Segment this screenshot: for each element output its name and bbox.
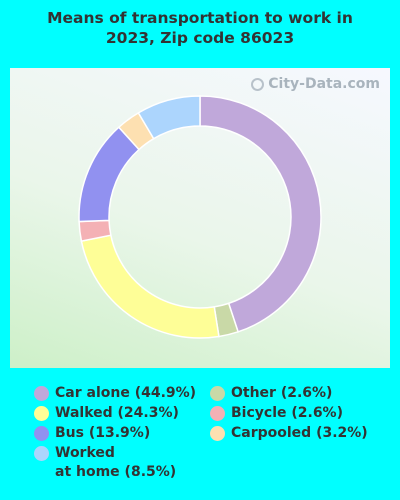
legend-item-carpooled: Carpooled (3.2%) (210, 424, 368, 443)
legend-item-car-alone: Car alone (44.9%) (34, 384, 196, 403)
donut-slice-car-alone (199, 95, 322, 333)
legend-label-bicycle: Bicycle (2.6%) (231, 405, 343, 421)
legend: Car alone (44.9%) Walked (24.3%) Bus (13… (0, 384, 400, 494)
legend-label-worked-at-home: Worked at home (8.5%) (55, 444, 176, 482)
legend-item-walked: Walked (24.3%) (34, 404, 179, 423)
chart-title-line-2: 2023, Zip code 86023 (105, 29, 295, 47)
chart-title: Means of transportation to work in 2023,… (0, 8, 400, 48)
donut-slice-worked-at-home (137, 95, 201, 140)
watermark: City-Data.com (251, 76, 380, 92)
magnifier-icon (251, 77, 265, 91)
legend-label-walked: Walked (24.3%) (55, 405, 179, 421)
legend-swatch-bus (34, 426, 49, 441)
legend-label-bus: Bus (13.9%) (55, 425, 151, 441)
donut-slice-bus (78, 126, 141, 223)
legend-item-bicycle: Bicycle (2.6%) (210, 404, 343, 423)
legend-label-car-alone: Car alone (44.9%) (55, 385, 197, 401)
legend-label-carpooled: Carpooled (3.2%) (231, 425, 368, 441)
legend-swatch-car-alone (34, 386, 49, 401)
chart-title-line-1: Means of transportation to work in (47, 9, 353, 27)
donut-chart (78, 95, 322, 339)
legend-swatch-bicycle (210, 406, 225, 421)
legend-swatch-walked (34, 406, 49, 421)
legend-label-worked-line-1: Worked (55, 445, 115, 461)
legend-swatch-other (210, 386, 225, 401)
legend-swatch-carpooled (210, 426, 225, 441)
watermark-text: City-Data.com (268, 76, 380, 92)
donut-slice-walked (80, 234, 220, 339)
legend-label-worked-line-2: at home (8.5%) (55, 464, 177, 480)
legend-item-other: Other (2.6%) (210, 384, 332, 403)
legend-item-worked-at-home: Worked at home (8.5%) (34, 444, 176, 482)
legend-item-bus: Bus (13.9%) (34, 424, 150, 443)
legend-label-other: Other (2.6%) (231, 385, 333, 401)
legend-swatch-worked-at-home (34, 446, 49, 461)
